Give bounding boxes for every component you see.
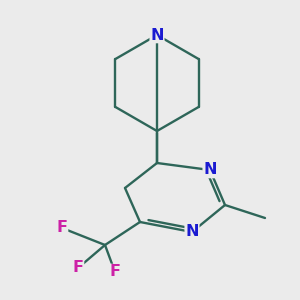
Text: N: N xyxy=(203,163,217,178)
Text: F: F xyxy=(110,265,121,280)
Text: F: F xyxy=(56,220,68,236)
Text: F: F xyxy=(73,260,83,275)
Text: N: N xyxy=(150,28,164,43)
Text: N: N xyxy=(185,224,199,239)
